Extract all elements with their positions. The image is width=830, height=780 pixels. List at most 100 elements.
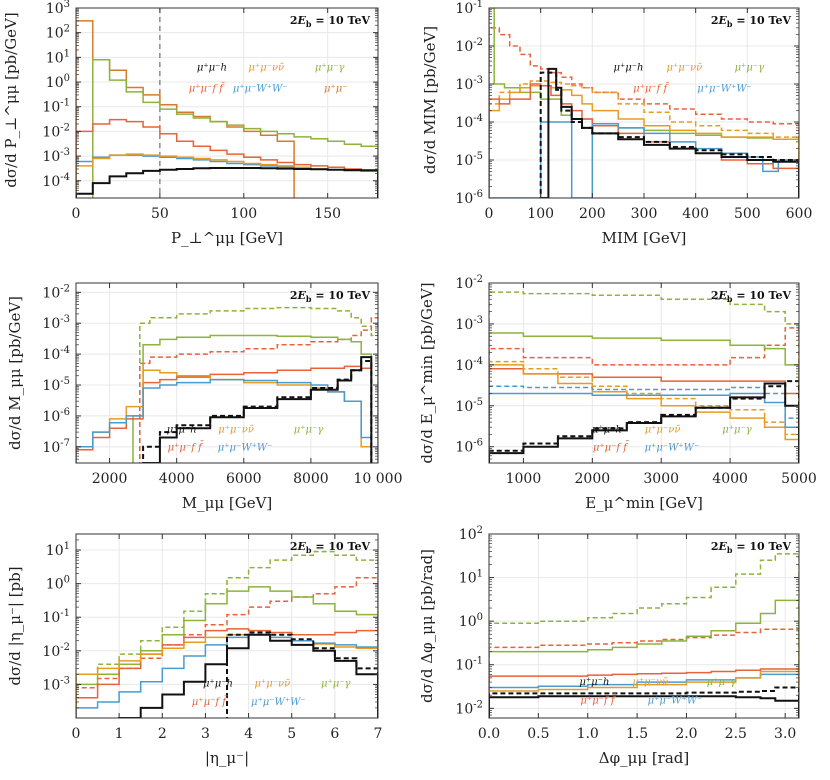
series-h-dashed-line [226, 631, 378, 718]
x-tick-label: 7 [374, 726, 383, 742]
x-tick-label: 0 [485, 206, 494, 222]
energy-annotation: 2Eb = 10 TeV [711, 14, 792, 29]
series-ff-dashed-line [139, 317, 378, 463]
x-tick-label: 2.5 [725, 726, 747, 742]
series-gamma-line [92, 58, 378, 198]
x-tick-label: 8000 [293, 471, 329, 487]
energy-annotation: 2Eb = 10 TeV [290, 289, 371, 304]
y-tick-label: 10-3 [42, 314, 70, 332]
x-tick-label: 150 [314, 206, 341, 222]
series-h-line [489, 695, 799, 718]
x-axis-label: E_μ^min [GeV] [585, 494, 703, 512]
plot-area [489, 553, 799, 718]
y-tick-label: 100 [459, 612, 483, 630]
x-tick-label: 0.0 [478, 726, 500, 742]
plot-area [489, 8, 799, 198]
legend-entry-h: μ⁺μ⁻h [167, 424, 197, 435]
x-tick-label: 1 [115, 726, 124, 742]
series-h-dashed-line [142, 360, 373, 463]
x-tick-label: 4 [244, 726, 253, 742]
series-h-line [489, 382, 799, 463]
y-tick-label: 103 [46, 0, 70, 17]
chart-panel-2: 0 100 200 300 400 500 600 10-6 10-5 10-4 10-3 10-2 1… [421, 0, 812, 247]
y-tick-label: 10-6 [455, 438, 483, 456]
legend-entry-h: μ⁺μ⁻h [592, 424, 622, 435]
legend-entry-gamma: μ⁺μ⁻γ [735, 63, 765, 74]
series-WW-line [76, 378, 373, 463]
series-WW-line [489, 392, 799, 463]
x-tick-label: 4000 [712, 471, 748, 487]
series-gamma-line [489, 599, 799, 718]
x-tick-label: 10 000 [354, 471, 403, 487]
y-tick-label: 10-4 [455, 356, 483, 374]
x-tick-label: 2000 [92, 471, 128, 487]
plot-frame [75, 533, 379, 719]
y-tick-label: 10-2 [455, 274, 483, 292]
legend-entry-ff: μ⁺μ⁻f f̄ [189, 82, 226, 94]
legend-entry-h: μ⁺μ⁻h [579, 677, 609, 688]
y-tick-label: 10-3 [455, 75, 483, 93]
y-tick-label: 102 [46, 24, 70, 42]
legend-entry-gamma: μ⁺μ⁻γ [722, 424, 752, 435]
legend-entry-h: μ⁺μ⁻h [203, 679, 233, 690]
y-tick-label: 10-3 [455, 315, 483, 333]
plot-frame [488, 282, 800, 464]
x-tick-label: 500 [734, 206, 761, 222]
x-axis-label: P_⊥^μμ [GeV] [171, 229, 283, 247]
legend-entry-WW: μ⁺μ⁻W⁺W⁻ [251, 697, 306, 708]
series-h-line [142, 356, 373, 463]
energy-annotation: 2Eb = 10 TeV [290, 540, 371, 555]
chart-panel-5: 0 1 2 3 4 5 6 7 10-3 10-2 10-1 100 101 |η_μ⁻| dσ/d |η_… [6, 533, 383, 767]
energy-annotation: 2Eb = 10 TeV [711, 289, 792, 304]
x-tick-label: 3.0 [774, 726, 796, 742]
x-tick-label: 0.5 [527, 726, 549, 742]
x-axis-label: MIM [GeV] [602, 229, 687, 247]
y-tick-label: 101 [46, 48, 70, 66]
chart-panel-6: 0.0 0.5 1.0 1.5 2.0 2.5 3.0 10-2 10-1 100 101 102 Δφ… [418, 525, 800, 767]
series-ff-dashed-line [489, 628, 799, 718]
x-tick-label: 300 [631, 206, 658, 222]
series-h-line [76, 167, 378, 198]
x-tick-label: 1.5 [626, 726, 648, 742]
series-ff-dashed-line [76, 576, 378, 718]
legend-entry-nunu: μ⁺μ⁻νν̄ [254, 679, 290, 690]
series-ff-line [76, 628, 378, 718]
legend-entry-gamma: μ⁺μ⁻γ [294, 424, 324, 435]
x-tick-label: 1.0 [577, 726, 599, 742]
legend-entry-WW: μ⁺μ⁻W⁺W⁻ [218, 442, 273, 453]
x-tick-label: 3000 [643, 471, 679, 487]
y-tick-label: 10-4 [42, 345, 70, 363]
x-tick-label: 100 [527, 206, 554, 222]
series-ff-line [489, 668, 799, 718]
y-tick-label: 10-2 [455, 699, 483, 717]
y-tick-label: 100 [46, 73, 70, 91]
energy-annotation: 2Eb = 10 TeV [290, 14, 371, 29]
legend-entry-ff: μ⁺μ⁻f f̄ [192, 696, 229, 708]
legend-entry-nunu: μ⁺μ⁻νν̄ [248, 63, 284, 74]
x-tick-label: 3 [201, 726, 210, 742]
y-tick-label: 10-2 [42, 122, 70, 140]
x-tick-label: 0 [72, 206, 81, 222]
plot-area [76, 8, 378, 198]
x-tick-label: 600 [786, 206, 813, 222]
legend-entry-ff: μ⁺μ⁻f f̄ [168, 441, 205, 453]
x-tick-label: 5 [287, 726, 296, 742]
y-tick-label: 101 [46, 541, 70, 559]
y-tick-label: 10-2 [455, 37, 483, 55]
x-tick-label: 400 [682, 206, 709, 222]
series-gamma-line [489, 332, 799, 463]
plot-frame [75, 7, 379, 199]
y-axis-label: dσ/d |η_μ⁻| [pb] [6, 566, 24, 685]
x-axis-label: M_μμ [GeV] [182, 494, 273, 512]
x-tick-label: 1000 [506, 471, 542, 487]
y-tick-label: 10-5 [42, 376, 70, 394]
y-tick-label: 101 [459, 569, 483, 587]
y-tick-label: 10-2 [42, 642, 70, 660]
x-tick-label: 6 [330, 726, 339, 742]
series-nunu-line [76, 153, 378, 198]
legend-entry-ff: μ⁺μ⁻f f̄ [633, 82, 670, 94]
plot-area [76, 306, 378, 463]
x-tick-label: 6000 [226, 471, 262, 487]
x-tick-label: 200 [579, 206, 606, 222]
legend-entry-mumu: μ⁺μ⁻ [324, 84, 348, 95]
